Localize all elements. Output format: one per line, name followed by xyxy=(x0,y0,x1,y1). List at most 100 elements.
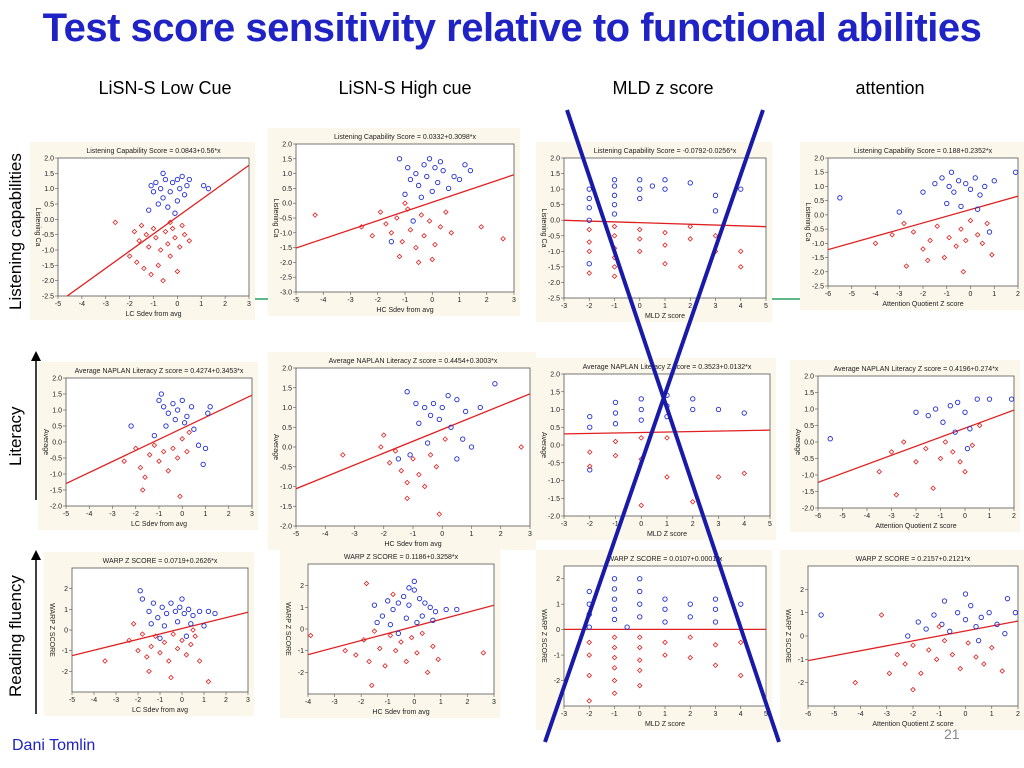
data-point-blue xyxy=(837,195,843,201)
data-point-red xyxy=(902,661,908,667)
data-point-red xyxy=(946,234,952,241)
scatter-panel-listening-mld: Listening Capability Score = -0.0792-0.0… xyxy=(536,142,772,322)
data-point-red xyxy=(893,492,900,498)
x-tick-label: 4 xyxy=(739,711,743,718)
data-point-red xyxy=(165,468,172,474)
data-point-red xyxy=(934,223,941,230)
y-tick-label: 0.5 xyxy=(550,202,560,209)
y-tick-label: -0.5 xyxy=(548,460,560,467)
reading-arrow-head xyxy=(31,550,41,560)
data-point-red xyxy=(153,234,159,241)
data-point-red xyxy=(878,612,885,618)
data-point-blue xyxy=(439,404,445,411)
data-point-blue xyxy=(158,186,164,192)
y-tick-label: 2 xyxy=(556,576,560,583)
scatter-panel-reading-attention: WARP Z SCORE = 0.2157+0.2121*x -6 -5 -4 -3 -2… xyxy=(780,550,1024,730)
x-tick-label: 0 xyxy=(638,711,642,718)
regression-line xyxy=(72,611,248,657)
y-tick-label: -1.5 xyxy=(42,263,54,270)
x-axis-label: LC Sdev from avg xyxy=(132,707,188,714)
data-point-red xyxy=(953,243,960,249)
scatter-panel-listening-lc: Listening Capability Score = 0.0843+0.56… xyxy=(30,142,255,320)
data-point-red xyxy=(138,222,145,229)
y-tick-label: 0.5 xyxy=(52,424,62,431)
x-tick-label: 3 xyxy=(717,521,721,528)
data-point-red xyxy=(146,668,152,675)
data-point-blue xyxy=(421,162,427,168)
data-point-blue xyxy=(212,610,218,617)
data-point-red xyxy=(157,649,163,656)
data-point-blue xyxy=(411,587,417,593)
x-tick-label: 4 xyxy=(739,303,743,310)
data-point-red xyxy=(418,212,425,218)
y-tick-label: -0.5 xyxy=(42,232,54,239)
data-point-blue xyxy=(179,596,185,602)
y-tick-label: 0.0 xyxy=(550,443,560,450)
data-point-red xyxy=(889,232,895,238)
data-point-blue xyxy=(148,621,154,627)
data-point-blue xyxy=(128,423,134,429)
y-tick-label: 0.0 xyxy=(550,218,560,225)
data-point-blue xyxy=(939,175,945,181)
data-point-red xyxy=(131,228,138,235)
y-tick-label: -1.0 xyxy=(812,241,824,248)
y-tick-label: 2.0 xyxy=(52,376,62,383)
data-point-blue xyxy=(374,619,380,626)
data-point-red xyxy=(167,219,173,226)
x-tick-label: -3 xyxy=(103,301,109,308)
regression-line xyxy=(308,604,494,656)
data-point-red xyxy=(186,429,192,436)
data-point-blue xyxy=(184,182,190,189)
y-tick-label: -2 xyxy=(62,669,68,676)
data-point-blue xyxy=(418,194,425,200)
data-point-red xyxy=(160,448,167,455)
y-tick-label: 0 xyxy=(556,627,560,634)
regression-line xyxy=(296,174,514,249)
data-point-blue xyxy=(462,408,469,415)
data-point-blue xyxy=(440,167,446,174)
x-tick-label: -5 xyxy=(69,697,75,704)
data-point-blue xyxy=(948,169,955,175)
data-point-blue xyxy=(923,626,929,632)
literacy-arrow-head xyxy=(31,351,41,361)
data-point-red xyxy=(967,217,974,224)
data-point-red xyxy=(142,474,148,480)
chart-title: WARP Z SCORE = 0.2157+0.2121*x xyxy=(856,556,971,563)
data-point-red xyxy=(999,668,1006,674)
y-tick-label: 0.5 xyxy=(282,186,292,193)
x-tick-label: -2 xyxy=(913,513,919,520)
y-tick-label: -2 xyxy=(554,678,560,685)
x-tick-label: 0 xyxy=(963,513,967,520)
chart-title: Listening Capability Score = 0.0332+0.30… xyxy=(334,134,477,141)
data-point-red xyxy=(146,452,153,458)
x-tick-label: -2 xyxy=(586,711,592,718)
data-point-blue xyxy=(962,409,968,415)
x-tick-label: 2 xyxy=(691,521,695,528)
x-tick-label: -4 xyxy=(320,297,326,304)
x-tick-label: 2 xyxy=(223,301,227,308)
scatter-panel-listening-hc: Listening Capability Score = 0.0332+0.30… xyxy=(268,128,520,316)
y-tick-label: -1.5 xyxy=(280,245,292,252)
y-tick-label: 2.0 xyxy=(550,156,560,163)
data-point-red xyxy=(936,623,943,630)
data-point-blue xyxy=(427,604,433,610)
data-point-red xyxy=(134,259,140,266)
y-tick-label: -1 xyxy=(798,657,804,664)
data-point-red xyxy=(424,669,431,676)
chart-title: WARP Z SCORE = 0.0107+0.0001*x xyxy=(608,556,723,563)
x-tick-label: -1 xyxy=(937,513,943,520)
column-header-mld: MLD z score xyxy=(612,78,714,98)
author-name: Dani Tomlin xyxy=(12,737,96,754)
data-point-red xyxy=(143,231,150,238)
data-point-red xyxy=(435,656,441,663)
data-point-red xyxy=(958,226,964,232)
x-tick-label: 0 xyxy=(969,291,973,298)
plot-area xyxy=(71,567,249,693)
data-point-blue xyxy=(160,195,166,201)
x-axis-label: Attention Quotient Z score xyxy=(882,301,963,308)
y-tick-label: 1 xyxy=(800,610,804,617)
x-tick-label: 3 xyxy=(528,531,532,538)
data-point-blue xyxy=(396,156,403,162)
data-point-blue xyxy=(925,412,931,419)
data-point-red xyxy=(102,658,108,664)
